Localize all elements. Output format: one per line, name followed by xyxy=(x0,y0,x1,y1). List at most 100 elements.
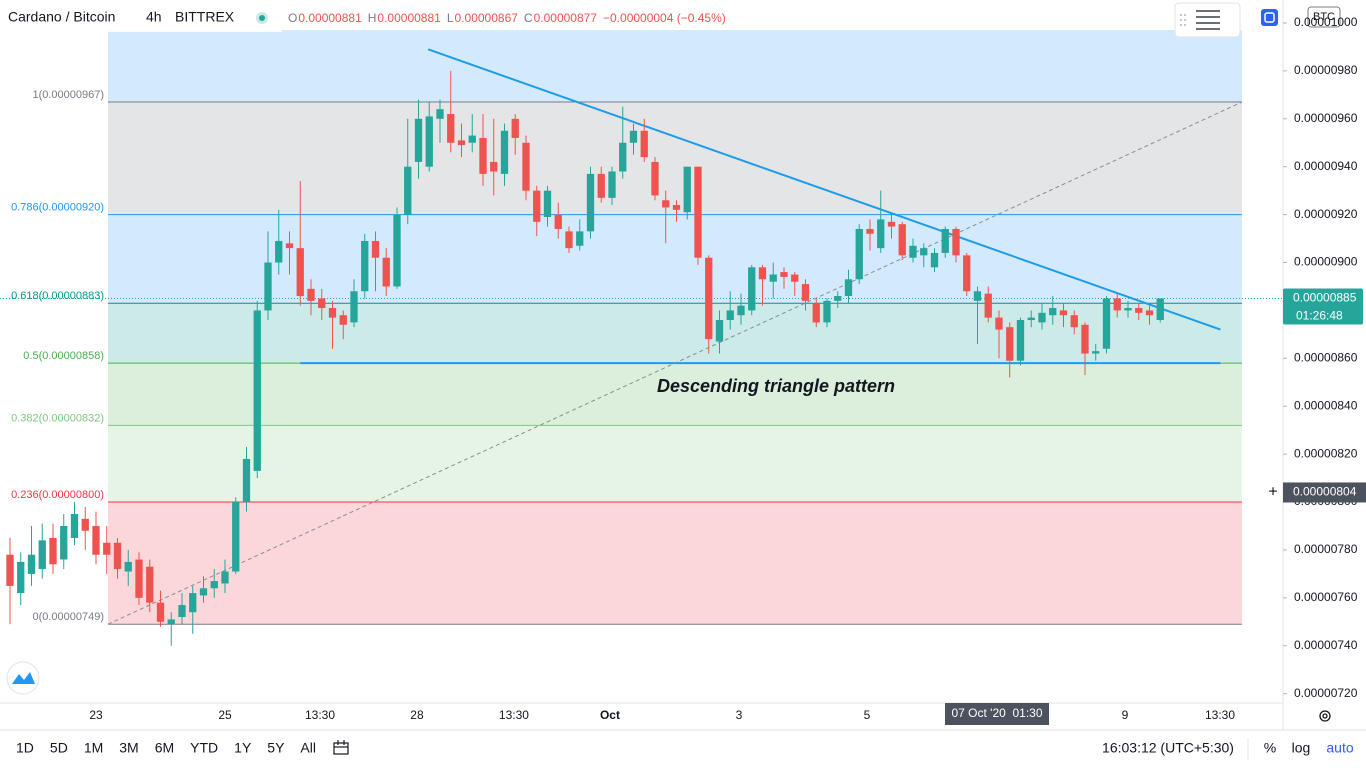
range-button[interactable]: 1D xyxy=(16,740,34,756)
candle-body xyxy=(49,537,57,565)
candle-body xyxy=(479,137,487,174)
crosshair-plus: + xyxy=(1268,484,1277,501)
range-button[interactable]: 5D xyxy=(50,740,68,756)
fib-label: 0.618(0.00000883) xyxy=(11,290,104,302)
candle-body xyxy=(1145,310,1154,316)
range-button[interactable]: 6M xyxy=(155,740,174,756)
candle-body xyxy=(758,267,767,280)
range-button[interactable]: 1M xyxy=(84,740,103,756)
candle-body xyxy=(70,514,79,538)
candle-body xyxy=(812,303,820,323)
legend-bg xyxy=(282,6,762,30)
legend-key: L xyxy=(447,11,454,25)
candle-body xyxy=(1156,298,1164,321)
candle-body xyxy=(887,221,896,227)
candle-body xyxy=(909,245,917,258)
y-tick-label: 0.00000840 xyxy=(1294,398,1358,412)
candle-body xyxy=(855,228,863,280)
compare-icon[interactable] xyxy=(333,740,349,755)
crosshair-price: 0.00000804 xyxy=(1293,485,1357,499)
candle-body xyxy=(1038,312,1046,323)
candle-body xyxy=(146,566,154,603)
fib-label: 0(0.00000749) xyxy=(32,611,104,623)
currency-badge: BTC xyxy=(1313,11,1335,23)
candle-body xyxy=(167,619,175,625)
crosshair-time-box xyxy=(945,703,1049,725)
candle-body xyxy=(468,135,476,143)
logo xyxy=(12,672,35,684)
candle-body xyxy=(436,109,444,119)
percent-toggle[interactable]: % xyxy=(1264,740,1276,756)
legend-key: O xyxy=(288,11,297,25)
range-button[interactable]: 5Y xyxy=(267,740,285,756)
candle-body xyxy=(189,593,197,613)
fib-label: 0.236(0.00000800) xyxy=(11,489,104,501)
currency-badge-box xyxy=(1307,6,1341,28)
drawing-toolbar[interactable] xyxy=(1174,2,1241,38)
x-tick-label: 23 xyxy=(89,708,103,722)
candle-body xyxy=(6,554,14,586)
plot-area: 1(0.00000967) 0.786(0.00000920) 0.618(0.00… xyxy=(0,30,1283,646)
x-tick-label: 5 xyxy=(864,708,871,722)
legend-value: 0.00000881 xyxy=(377,11,441,25)
candle-body xyxy=(533,190,541,222)
candle-body xyxy=(414,118,423,162)
candle-body xyxy=(597,173,605,198)
fib-label: 0.786(0.00000920) xyxy=(11,202,104,214)
status-dot xyxy=(259,15,265,21)
candle-body xyxy=(608,171,616,198)
fib-zone xyxy=(108,363,1242,426)
candle-body xyxy=(554,214,562,229)
range-button[interactable]: YTD xyxy=(190,740,218,756)
fib-zone xyxy=(108,30,1242,103)
symbol[interactable]: Cardano / Bitcoin xyxy=(8,9,115,25)
candle-body xyxy=(920,248,928,256)
interval[interactable]: 4h xyxy=(146,9,162,25)
range-button[interactable]: 3M xyxy=(119,740,138,756)
candle-body xyxy=(662,200,670,208)
candle-body xyxy=(586,173,595,232)
range-button[interactable]: 1Y xyxy=(234,740,252,756)
range-buttons: 1D 5D 1M 3M 6M YTD 1Y 5Y All xyxy=(16,740,316,756)
y-tick-label: 0.00000920 xyxy=(1294,207,1358,221)
legend-value: 0.00000867 xyxy=(455,11,519,25)
candle-body xyxy=(511,118,519,138)
candle-body xyxy=(672,205,681,210)
screen-icon xyxy=(1264,12,1275,23)
candle-body xyxy=(232,502,240,572)
fib-zone xyxy=(108,502,1242,625)
candle-body xyxy=(995,317,1003,330)
auto-toggle[interactable]: auto xyxy=(1326,740,1353,756)
legend-key: C xyxy=(524,11,533,25)
candle-body xyxy=(210,581,218,589)
legend-key: H xyxy=(368,11,377,25)
logo-bg[interactable] xyxy=(6,661,40,695)
candle-body xyxy=(199,588,208,596)
trend-line xyxy=(107,101,1243,625)
candle-body xyxy=(404,166,412,215)
gear-icon[interactable] xyxy=(1319,710,1331,722)
candle-body xyxy=(844,279,853,297)
candle-body xyxy=(221,571,229,584)
legend-value: 0.00000881 xyxy=(298,11,362,25)
y-tick-label: 0.00000900 xyxy=(1294,255,1358,269)
y-tick-label: 0.00000760 xyxy=(1294,590,1358,604)
countdown-label: 01:26:48 xyxy=(1296,309,1343,323)
candle-body xyxy=(275,240,283,263)
clock[interactable]: 16:03:12 (UTC+5:30) xyxy=(1102,740,1234,756)
settings-icon[interactable] xyxy=(1196,10,1220,30)
candle-body xyxy=(769,274,777,282)
candle-body xyxy=(930,252,939,268)
range-button[interactable]: All xyxy=(300,740,316,756)
last-price-box xyxy=(1283,288,1363,325)
fib-zone xyxy=(108,102,1242,215)
candle-body xyxy=(103,542,111,555)
candle-body xyxy=(834,296,842,301)
candle-body xyxy=(253,310,261,471)
log-toggle[interactable]: log xyxy=(1292,740,1311,756)
screen-button[interactable] xyxy=(1261,9,1278,26)
y-tick-label: 0.00000940 xyxy=(1294,159,1358,173)
candle-body xyxy=(941,228,949,253)
crosshair-price-box xyxy=(1283,482,1366,503)
